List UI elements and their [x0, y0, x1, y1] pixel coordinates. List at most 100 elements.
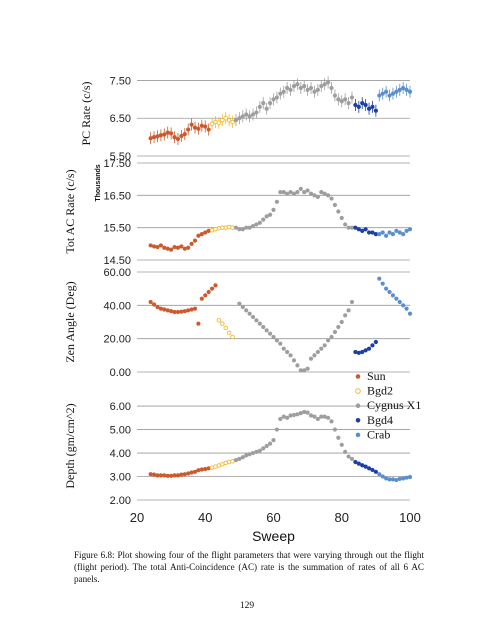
data-point — [240, 114, 245, 119]
data-point — [267, 212, 273, 217]
data-point — [254, 222, 259, 227]
data-point — [319, 346, 324, 351]
data-point — [384, 89, 389, 94]
data-point — [336, 209, 341, 214]
data-point — [353, 102, 358, 108]
data-point — [186, 308, 191, 313]
data-point — [401, 232, 406, 237]
data-point — [199, 123, 204, 128]
y-tick-label: 0.00 — [110, 367, 131, 379]
data-point — [305, 366, 310, 371]
data-point — [179, 133, 184, 139]
data-point — [366, 346, 372, 351]
data-point — [254, 318, 259, 323]
y-tick-label: 14.50 — [103, 255, 131, 267]
data-point — [155, 304, 160, 310]
data-point — [336, 324, 341, 330]
data-point — [308, 356, 314, 361]
data-point — [151, 302, 157, 307]
data-point — [261, 324, 266, 330]
data-point — [329, 334, 334, 340]
data-point — [390, 232, 396, 237]
data-point — [162, 132, 167, 137]
data-point — [162, 307, 167, 312]
data-point — [322, 343, 327, 348]
data-point — [404, 306, 409, 311]
data-point — [394, 228, 399, 233]
data-point — [237, 456, 242, 462]
data-point — [274, 199, 280, 204]
data-point — [397, 230, 402, 235]
data-point — [360, 228, 365, 233]
data-point — [363, 227, 368, 232]
units-label: Thousands — [95, 164, 102, 201]
y-tick-label: 17.50 — [103, 158, 131, 170]
data-point — [390, 293, 396, 298]
data-point — [182, 309, 187, 314]
data-point — [291, 84, 297, 89]
data-point — [278, 190, 283, 195]
data-point — [387, 93, 392, 98]
y-tick-label: 7.50 — [110, 75, 131, 87]
data-point — [281, 346, 286, 351]
x-tick-label: 60 — [266, 510, 280, 525]
series-crab — [377, 276, 413, 316]
data-point — [271, 207, 276, 212]
legend-label: Cygnus X1 — [367, 398, 421, 412]
data-point — [199, 232, 204, 237]
series-crab — [377, 82, 413, 102]
data-point — [404, 87, 409, 92]
data-point — [203, 124, 208, 129]
data-point — [346, 225, 351, 230]
data-point — [380, 230, 385, 235]
data-point — [244, 112, 249, 117]
data-point — [366, 230, 372, 235]
data-point — [384, 286, 389, 291]
data-point — [169, 309, 174, 314]
y-tick-label: 40.00 — [103, 300, 131, 312]
data-point — [401, 476, 406, 481]
data-point — [230, 119, 235, 125]
data-point — [206, 228, 211, 233]
data-point — [288, 413, 293, 418]
data-point — [237, 301, 242, 306]
legend-label: Crab — [367, 427, 390, 441]
data-point — [179, 309, 184, 314]
data-point — [233, 225, 239, 230]
data-point — [346, 308, 351, 313]
data-point — [315, 416, 320, 422]
data-point — [343, 313, 348, 318]
data-point — [264, 443, 269, 449]
data-point — [189, 470, 194, 475]
data-point — [158, 306, 163, 311]
y-axis-label: Zen Angle (Deg) — [63, 281, 77, 362]
data-point — [298, 411, 303, 416]
data-point — [165, 246, 170, 251]
x-tick-label: 20 — [130, 510, 144, 525]
data-point — [213, 283, 218, 288]
data-point — [230, 459, 235, 464]
panel-4: 2.00 3.00 4.00 5.00 6.00 Depth (gm/cm^2) — [63, 401, 413, 507]
data-point — [322, 191, 327, 196]
data-point — [148, 472, 153, 477]
data-point — [390, 477, 396, 482]
data-point — [226, 117, 232, 123]
data-point — [175, 245, 181, 250]
data-point — [298, 85, 303, 91]
data-point — [370, 230, 375, 235]
data-point — [261, 446, 266, 451]
y-tick-label: 3.00 — [110, 472, 131, 484]
series-bgd4 — [353, 459, 378, 474]
data-point — [288, 190, 293, 195]
data-point — [247, 114, 252, 119]
y-tick-label: 5.50 — [110, 151, 131, 163]
data-point — [315, 349, 320, 355]
data-point — [384, 233, 389, 238]
data-point — [373, 469, 378, 474]
data-point — [206, 127, 211, 132]
series-bgd4 — [353, 339, 378, 355]
data-point — [360, 349, 365, 355]
data-point — [329, 85, 334, 91]
data-point — [343, 222, 348, 227]
data-point — [407, 89, 413, 94]
